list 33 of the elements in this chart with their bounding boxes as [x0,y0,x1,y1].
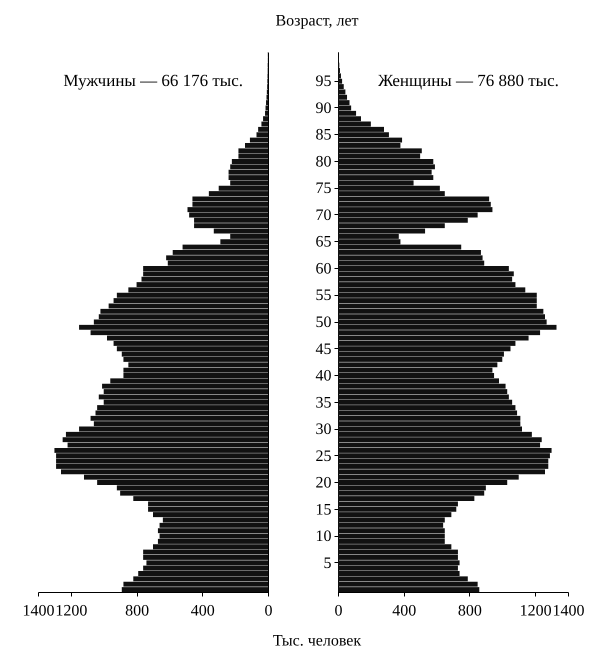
x-tick-label: 400 [392,602,416,620]
x-tick-label: 400 [190,602,215,620]
y-tick-label: 15 [316,501,332,518]
y-tick-label: 5 [324,554,332,572]
y-tick-label: 95 [316,73,332,90]
y-tick-label: 60 [316,260,332,278]
x-tick-label: 1200 [520,602,552,620]
x-tick-label: 1200 [55,602,88,620]
y-tick-label: 25 [316,448,332,465]
series-label: Мужчины — 66 176 тыс. [63,71,243,90]
y-tick-label: 10 [316,528,332,546]
y-tick-label: 90 [316,100,332,117]
x-tick-label: 1400 [552,602,584,620]
y-tick-label: 30 [316,421,332,438]
y-tick-label: 55 [316,287,332,304]
x-tick-label: 0 [264,602,272,620]
x-tick-label: 1400 [22,602,54,620]
y-tick-label: 70 [316,206,332,224]
x-tick-label: 800 [458,602,482,620]
y-tick-label: 65 [316,234,332,251]
y-tick-label: 40 [316,368,332,385]
x-axis-title: Тыс. человек [272,632,362,650]
y-tick-label: 20 [316,474,332,492]
series-label: Женщины — 76 880 тыс. [378,71,559,90]
y-tick-label: 80 [316,153,332,170]
y-tick-label: 50 [316,314,332,331]
y-tick-label: 75 [316,180,332,198]
y-tick-label: 85 [316,126,332,144]
y-axis-title: Возраст, лет [275,12,359,30]
y-tick-label: 45 [316,340,332,358]
x-tick-label: 0 [334,602,342,620]
x-tick-label: 800 [125,602,150,620]
y-tick-label: 35 [316,394,332,412]
